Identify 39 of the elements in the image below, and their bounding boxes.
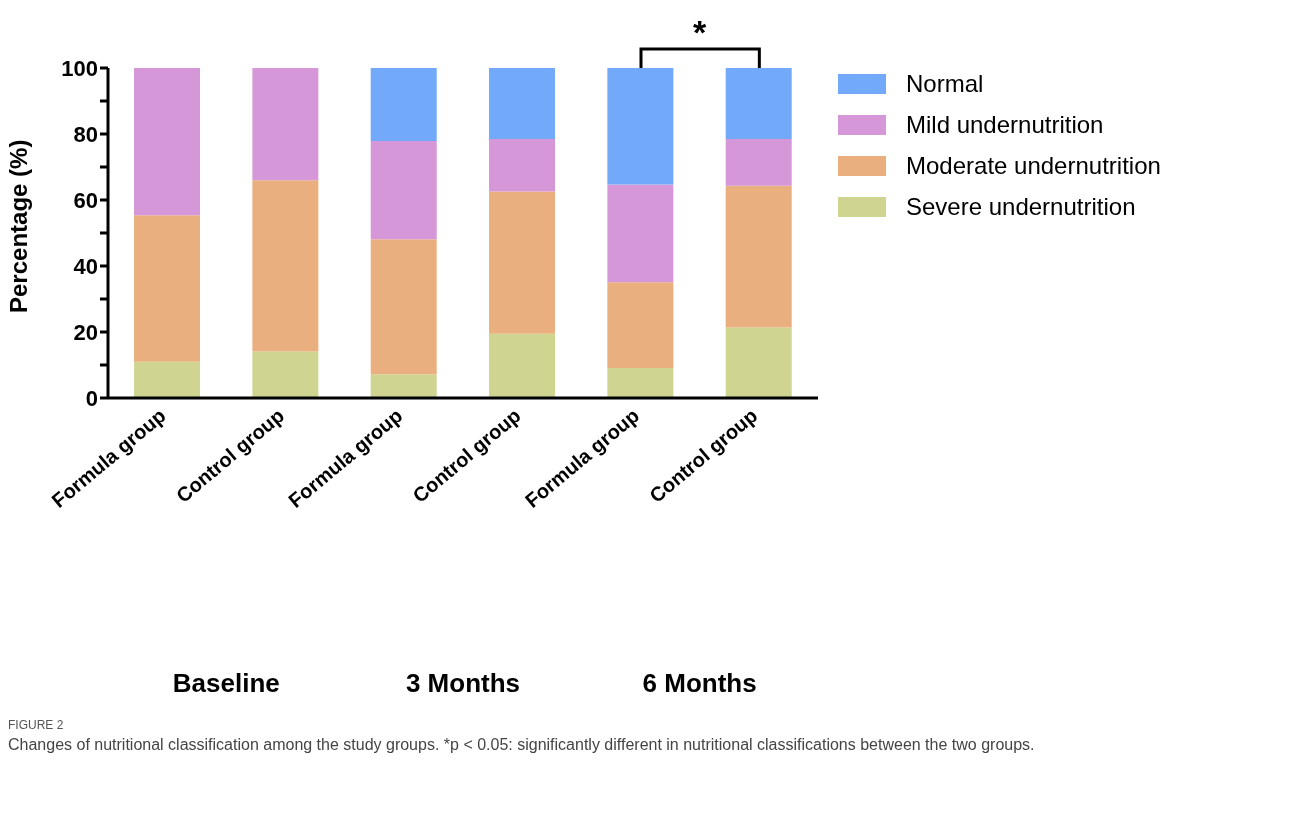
bar: [725, 327, 792, 398]
bar: [725, 138, 792, 186]
bar: [370, 374, 437, 398]
y-tick-label: 0: [85, 385, 98, 411]
bar: [134, 68, 201, 216]
text: 3 Months: [404, 668, 522, 699]
bar: [134, 361, 201, 398]
bar: [370, 239, 437, 375]
y-tick-label: 60: [73, 187, 98, 213]
bar: [370, 140, 437, 240]
legend-label: Severe undernutrition: [906, 192, 1136, 221]
bar: [134, 215, 201, 362]
text: Changes of nutritional classification among the study groups. *p < 0.05: significantly different in nutritional classifications between the two groups.: [8, 736, 1036, 754]
y-tick-label: 40: [73, 253, 98, 279]
legend-label: Normal: [906, 69, 984, 98]
bar: [252, 180, 319, 352]
bar: [489, 138, 556, 192]
bar: [489, 333, 556, 398]
legend-label: Mild undernutrition: [906, 110, 1104, 139]
bar: [607, 282, 674, 368]
caption: FIGURE 2: [8, 718, 65, 732]
text: 6 Months: [641, 668, 758, 699]
bar: [252, 68, 319, 181]
bar: [489, 68, 556, 139]
bar: [252, 351, 319, 398]
bar: [370, 68, 437, 141]
legend-label: Moderate undernutrition: [906, 151, 1161, 180]
text: *: [692, 13, 708, 52]
bar: [607, 367, 674, 398]
bar: [489, 191, 556, 334]
y-tick-label: 80: [73, 121, 98, 147]
y-tick-label: 20: [73, 319, 98, 345]
bar: [607, 68, 674, 185]
bar: [725, 185, 792, 328]
text: Baseline: [171, 668, 281, 699]
y-tick-label: 100: [61, 55, 98, 81]
y-axis-title: Percentage (%): [4, 139, 32, 313]
bar: [725, 68, 792, 139]
bar: [607, 184, 674, 283]
